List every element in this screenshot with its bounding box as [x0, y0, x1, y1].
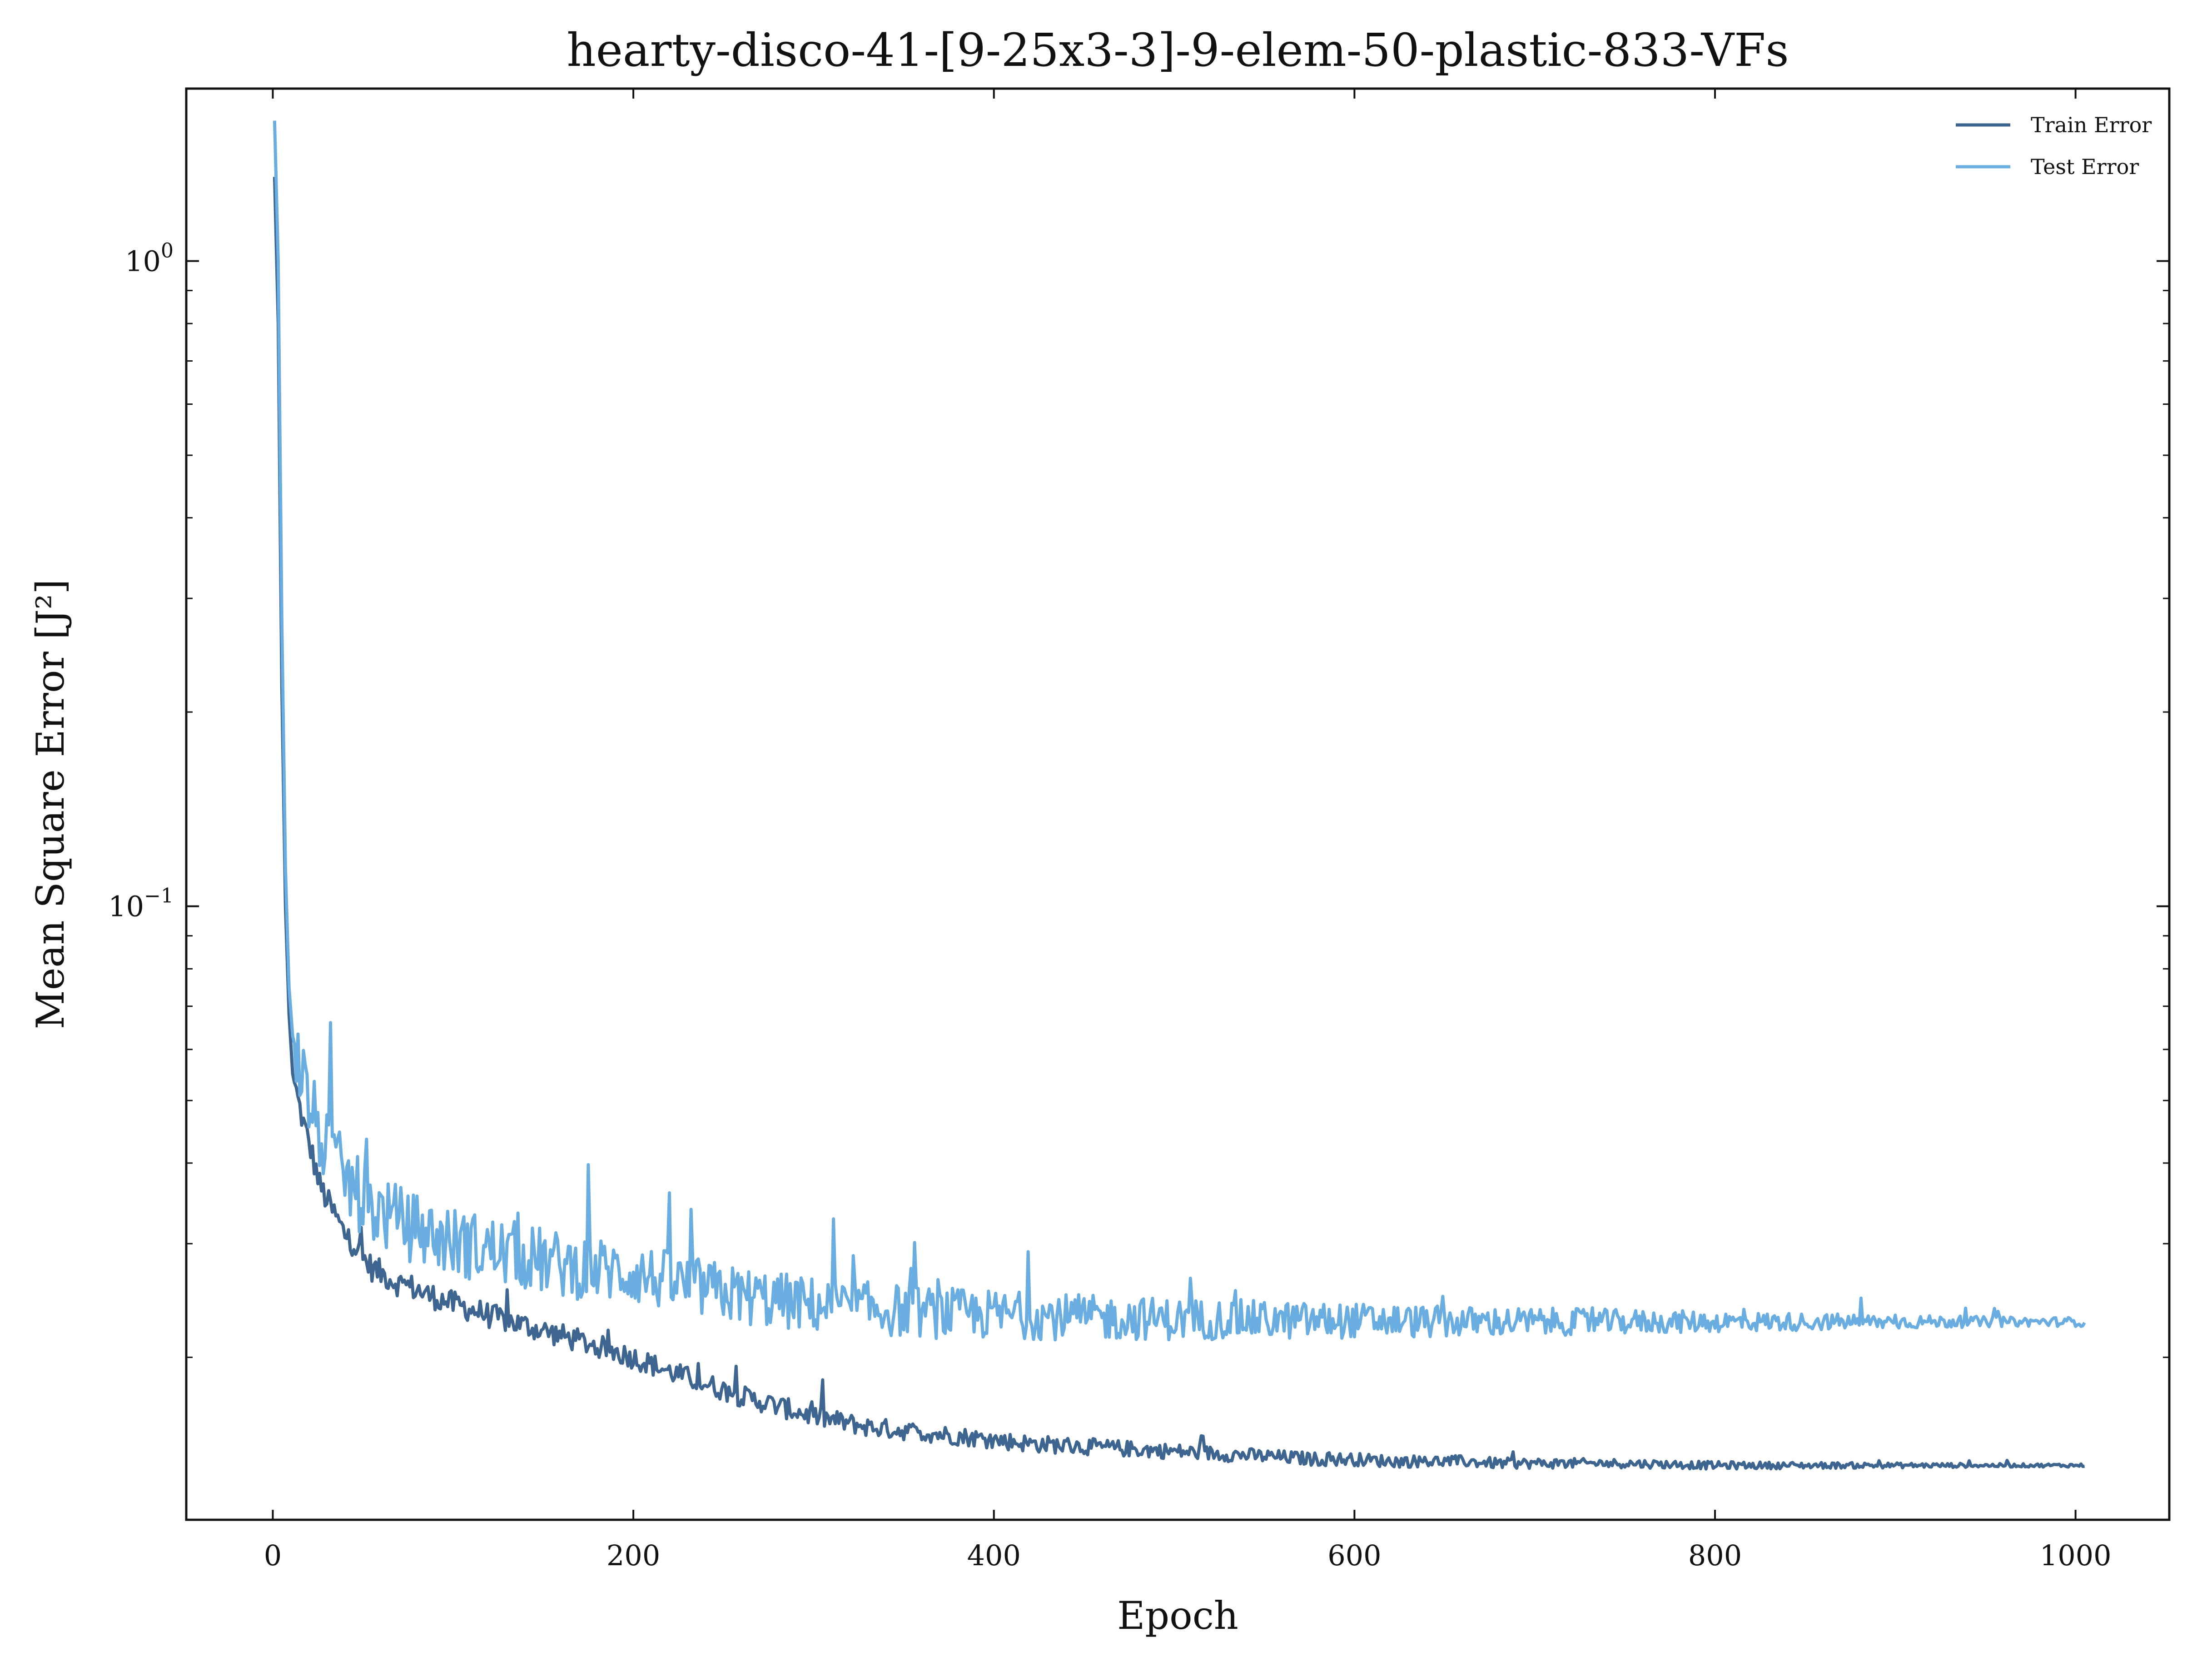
legend-label: Train Error: [2031, 113, 2152, 137]
x-axis-title: Epoch: [1117, 1593, 1238, 1638]
x-tick-label: 400: [967, 1539, 1021, 1572]
y-tick-label: 100: [125, 239, 174, 278]
chart-title: hearty-disco-41-[9-25x3-3]-9-elem-50-pla…: [567, 24, 1789, 77]
y-tick-label: 10−1: [108, 885, 174, 923]
legend: Train Error Test Error: [1956, 113, 2152, 179]
x-tick-label: 600: [1327, 1539, 1381, 1572]
legend-label: Test Error: [2031, 154, 2139, 179]
series-line-test: [273, 120, 2086, 1342]
x-axis: 0 200 400 600 800 1000: [264, 89, 2112, 1572]
y-axis: 100 10−1: [108, 239, 2169, 1358]
plot-frame: [185, 87, 2171, 1521]
x-tick-label: 1000: [2040, 1539, 2112, 1572]
x-tick-label: 200: [606, 1539, 660, 1572]
x-tick-label: 800: [1688, 1539, 1742, 1572]
series-line-train: [273, 177, 2085, 1471]
x-tick-label: 0: [264, 1539, 282, 1572]
y-axis-title: Mean Square Error [J²]: [28, 579, 73, 1030]
plot-lines: [273, 120, 2086, 1471]
